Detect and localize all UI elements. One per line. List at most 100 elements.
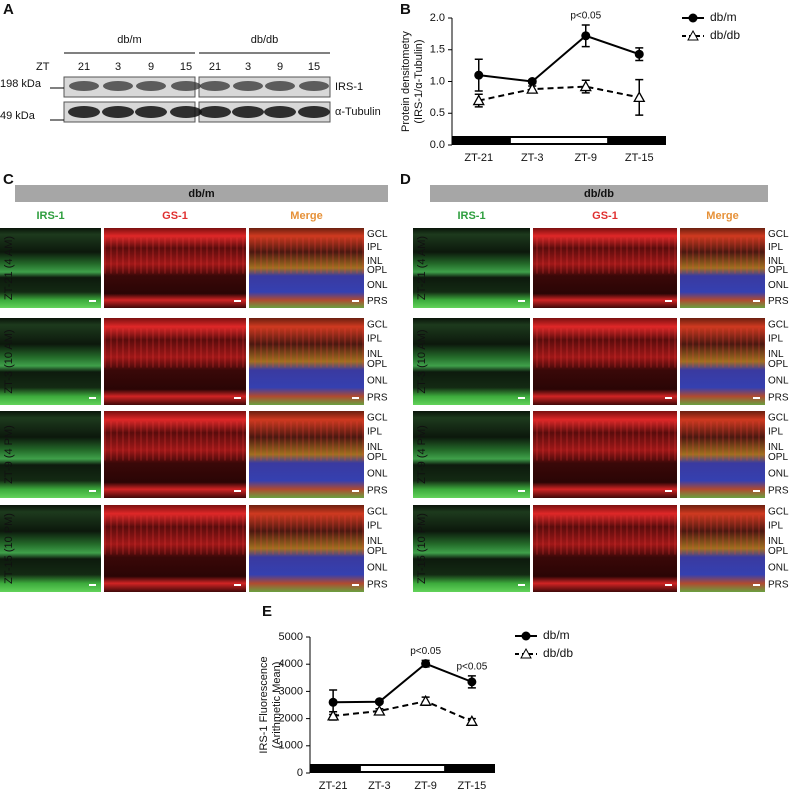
y-tick-label: 1.5	[430, 44, 445, 56]
band	[171, 81, 201, 91]
band	[264, 106, 296, 118]
scale-bar	[518, 584, 525, 586]
marker	[373, 704, 386, 716]
legend-label: db/db	[543, 646, 573, 660]
layer-label: ONL	[367, 375, 388, 386]
scale-bar	[665, 490, 672, 492]
scale-bar	[234, 300, 241, 302]
annotation: p<0.05	[570, 11, 601, 22]
micrograph	[413, 228, 530, 308]
lane-label: 15	[180, 61, 192, 73]
layer-label: PRS	[367, 580, 388, 591]
lane-label: 15	[308, 61, 320, 73]
layer-label: GCL	[768, 229, 789, 240]
panel-header: db/m	[188, 188, 214, 200]
micrograph-fibers	[680, 237, 765, 274]
band	[68, 106, 100, 118]
x-tick-label: ZT-9	[414, 780, 437, 792]
scale-bar	[753, 397, 760, 399]
panel-label: C	[3, 171, 14, 188]
layer-label: GCL	[367, 507, 388, 518]
layer-label: OPL	[367, 359, 387, 370]
band	[135, 106, 167, 118]
panel-header-bar	[15, 185, 388, 202]
row-label: ZT-15 (10 PM)	[3, 513, 15, 584]
layer-label: INL	[768, 536, 784, 547]
layer-label: INL	[768, 349, 784, 360]
column-header: GS-1	[592, 210, 618, 222]
layer-label: GCL	[367, 229, 388, 240]
scale-bar	[234, 490, 241, 492]
legend-label: db/m	[543, 628, 570, 642]
scale-bar	[665, 584, 672, 586]
x-tick-label: ZT-3	[521, 152, 544, 164]
panel-label: A	[3, 1, 14, 18]
band	[136, 81, 166, 91]
layer-label: IPL	[768, 427, 783, 438]
panel-header: db/db	[584, 188, 614, 200]
series-line	[478, 34, 640, 83]
y-tick-label: 0.0	[430, 139, 445, 151]
layer-label: OPL	[367, 452, 387, 463]
band	[200, 81, 230, 91]
band-label: IRS-1	[335, 81, 363, 93]
band	[233, 81, 263, 91]
marker	[472, 94, 485, 106]
layer-label: ONL	[768, 468, 789, 479]
layer-label: GCL	[768, 320, 789, 331]
layer-label: PRS	[367, 296, 388, 307]
scale-bar	[352, 490, 359, 492]
layer-label: IPL	[367, 521, 382, 532]
band	[102, 106, 134, 118]
scale-bar	[518, 397, 525, 399]
micrograph-fibers	[680, 421, 765, 461]
layer-label: INL	[367, 442, 383, 453]
column-header: IRS-1	[457, 210, 485, 222]
marker	[419, 694, 432, 706]
micrograph	[0, 505, 101, 592]
marker	[374, 697, 384, 707]
marker	[579, 80, 592, 92]
mw-marker: 49 kDa	[0, 110, 36, 122]
column-header: Merge	[290, 210, 322, 222]
band	[265, 81, 295, 91]
layer-label: OPL	[367, 265, 387, 276]
y-tick-label: 3000	[279, 685, 303, 697]
band	[299, 81, 329, 91]
panel-label: D	[400, 171, 411, 188]
layer-label: OPL	[768, 359, 788, 370]
annotation: p<0.05	[410, 646, 441, 657]
layer-label: PRS	[768, 393, 789, 404]
marker	[527, 77, 537, 86]
micrograph-fibers	[533, 515, 677, 555]
layer-label: ONL	[367, 280, 388, 291]
lane-label: 9	[148, 61, 154, 73]
annotation: p<0.05	[456, 662, 487, 673]
micrograph-fibers	[533, 237, 677, 274]
layer-label: ONL	[768, 562, 789, 573]
micrograph-fibers	[680, 328, 765, 368]
layer-label: IPL	[367, 427, 382, 438]
layer-label: ONL	[367, 562, 388, 573]
band	[170, 106, 202, 118]
y-tick-label: 2000	[279, 713, 303, 725]
band-label: α-Tubulin	[335, 106, 381, 118]
legend-marker	[521, 631, 531, 641]
row-label: ZT-9 (4 PM)	[416, 425, 428, 484]
marker	[465, 714, 478, 726]
layer-label: GCL	[367, 320, 388, 331]
scale-bar	[518, 490, 525, 492]
x-tick-label: ZT-21	[319, 780, 348, 792]
scale-bar	[665, 300, 672, 302]
marker	[526, 82, 539, 94]
column-header: Merge	[706, 210, 738, 222]
layer-label: INL	[367, 536, 383, 547]
x-tick-label: ZT-3	[368, 780, 391, 792]
row-label: ZT-3 (10 AM)	[416, 329, 428, 393]
micrograph	[0, 411, 101, 498]
marker	[634, 49, 644, 59]
layer-label: GCL	[367, 413, 388, 424]
layer-label: GCL	[768, 413, 789, 424]
scale-bar	[89, 490, 96, 492]
marker	[467, 677, 477, 687]
